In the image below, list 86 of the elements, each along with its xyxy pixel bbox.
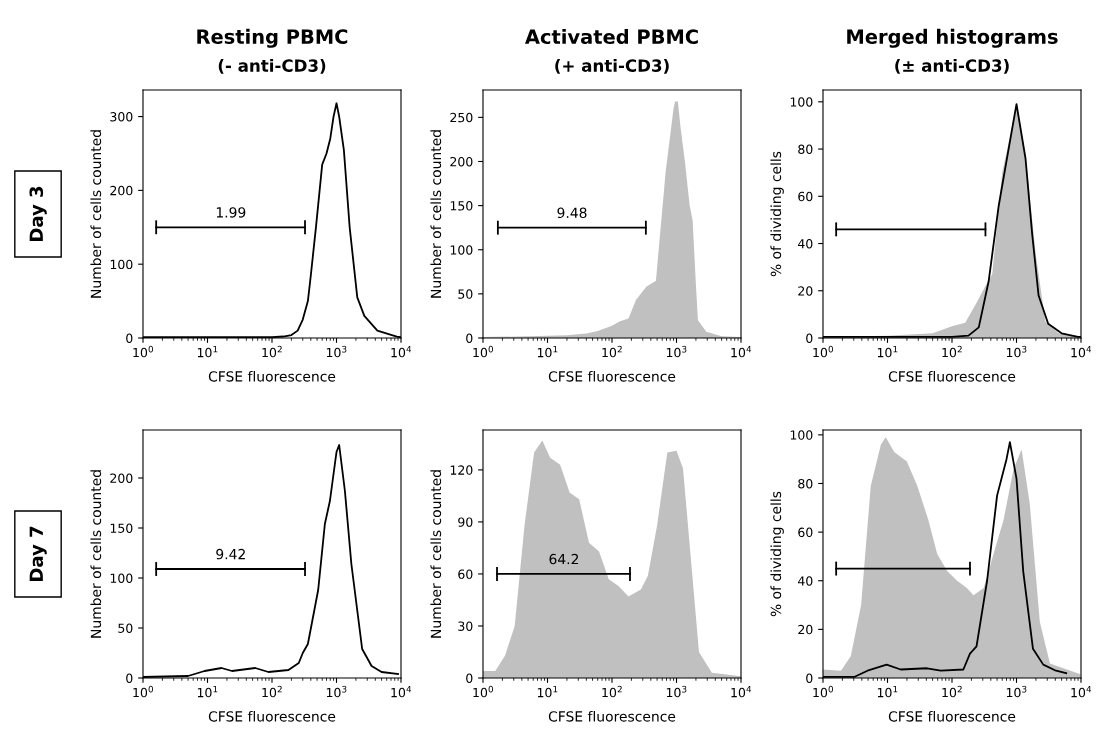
y-tick-label: 100 [450,245,473,255]
chart-title: Merged histograms [847,28,1058,48]
x-tick-label: 10$^{4}$ [731,685,752,698]
annotation: 9.48 [557,207,587,219]
x-tick-label: 10$^{1}$ [197,345,218,358]
y-tick-label: 0 [466,333,473,343]
y-tick-label: 50 [458,289,473,299]
x-tick-label: 10$^{4}$ [391,345,412,358]
y-tick-label: 80 [798,144,813,154]
x-tick-label: 10$^{2}$ [262,345,282,358]
y-tick-label: 150 [110,523,133,533]
chart-subtitle: (± anti-CD3) [895,58,1009,74]
y-tick-label: 40 [797,576,813,586]
y-tick-label: 100 [790,430,813,440]
y-tick-label: 100 [790,97,813,107]
y-tick-label: 200 [110,473,133,483]
x-tick-label: 10$^{4}$ [391,685,412,698]
x-axis-title: CFSE fluorescence [888,710,1016,722]
y-tick-label: 60 [798,527,813,538]
chart-title: Resting PBMC [197,28,348,48]
x-axis-title: CFSE fluorescence [888,370,1016,382]
y-tick-label: 0 [806,673,813,683]
y-axis-title: Number of cells counted [90,130,102,298]
text: Day 7 [29,526,47,581]
x-tick-label: 10$^{0}$ [133,345,154,358]
y-axis-title: % of dividing cells [770,151,784,277]
x-tick-label: 10$^{3}$ [666,685,687,698]
y-axis-title: Number of cells counted [430,470,442,638]
y-tick-label: 20 [798,286,813,296]
text: Day 3 [29,186,47,241]
y-tick-label: 100 [110,259,133,270]
y-tick-label: 0 [126,333,133,343]
annotation: 1.99 [216,207,246,218]
x-axis-title: CFSE fluorescence [548,370,676,382]
y-tick-label: 50 [118,623,133,633]
y-tick-label: 80 [798,478,813,489]
x-tick-label: 10$^{3}$ [326,345,347,358]
y-tick-label: 0 [466,673,473,683]
x-tick-label: 10$^{0}$ [813,685,834,698]
x-tick-label: 10$^{4}$ [1071,345,1092,358]
y-tick-label: 150 [450,201,473,211]
y-tick-label: 30 [458,621,473,631]
y-axis-title: Number of cells counted [430,130,442,298]
x-tick-label: 10$^{0}$ [813,345,834,358]
y-tick-label: 300 [110,112,133,122]
x-tick-label: 10$^{1}$ [537,345,558,358]
chart-subtitle: (+ anti-CD3) [555,58,669,74]
y-tick-label: 60 [798,191,813,202]
x-tick-label: 10$^{4}$ [731,345,752,358]
x-tick-label: 10$^{2}$ [942,685,962,698]
x-tick-label: 10$^{3}$ [326,685,347,698]
y-tick-label: 60 [458,569,473,579]
y-tick-label: 0 [126,673,133,683]
annotation: 64.2 [549,553,579,565]
y-tick-label: 120 [450,465,473,475]
x-axis-title: CFSE fluorescence [548,710,676,722]
annotation: 9.42 [216,548,245,560]
x-tick-label: 10$^{1}$ [197,685,218,698]
chart-title: Activated PBMC [525,29,698,45]
x-tick-label: 10$^{3}$ [1006,685,1027,698]
x-tick-label: 10$^{3}$ [1006,345,1027,358]
x-tick-label: 10$^{3}$ [666,345,687,358]
x-tick-label: 10$^{1}$ [537,685,558,698]
y-tick-label: 200 [450,156,473,167]
y-tick-label: 0 [806,333,813,343]
y-tick-label: 20 [798,624,813,635]
x-tick-label: 10$^{1}$ [877,685,898,698]
y-tick-label: 200 [110,185,133,196]
x-tick-label: 10$^{1}$ [877,345,898,358]
x-tick-label: 10$^{0}$ [133,685,154,698]
y-axis-title: % of dividing cells [770,491,784,617]
x-tick-label: 10$^{0}$ [473,345,494,358]
x-tick-label: 10$^{2}$ [942,345,962,358]
x-tick-label: 10$^{2}$ [602,685,622,698]
y-tick-label: 250 [450,112,473,123]
y-axis-title: Number of cells counted [90,470,102,638]
x-tick-label: 10$^{2}$ [602,345,622,358]
y-tick-label: 90 [458,517,473,527]
x-tick-label: 10$^{0}$ [473,685,494,698]
chart-subtitle: (- anti-CD3) [218,58,326,74]
y-tick-label: 40 [797,239,813,249]
x-tick-label: 10$^{2}$ [262,685,282,698]
y-tick-label: 100 [110,573,133,583]
x-axis-title: CFSE fluorescence [208,370,336,382]
x-tick-label: 10$^{4}$ [1071,685,1092,698]
x-axis-title: CFSE fluorescence [208,710,336,722]
